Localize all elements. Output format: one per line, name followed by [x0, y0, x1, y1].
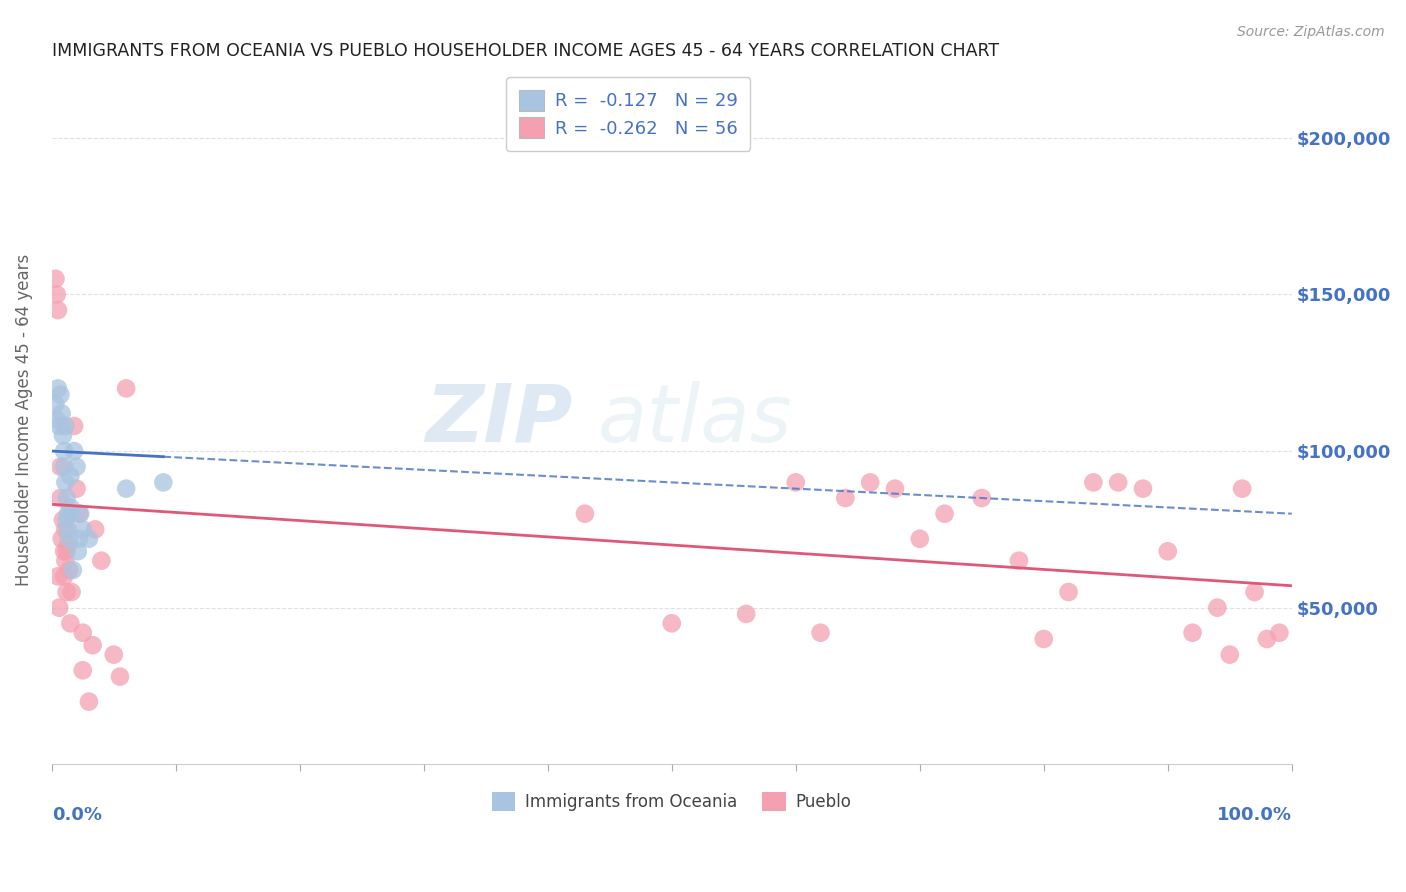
- Point: [44, 397, 66, 411]
- Point: [103, 648, 125, 662]
- Point: [1032, 632, 1054, 646]
- Point: [1157, 544, 1180, 558]
- Point: [55, 544, 77, 558]
- Point: [55, 554, 77, 568]
- Point: [45, 287, 67, 301]
- Point: [834, 491, 856, 505]
- Point: [84, 522, 107, 536]
- Point: [63, 444, 86, 458]
- Point: [574, 507, 596, 521]
- Point: [66, 544, 89, 558]
- Point: [46, 569, 69, 583]
- Point: [62, 563, 84, 577]
- Point: [735, 607, 758, 621]
- Point: [67, 532, 90, 546]
- Point: [55, 522, 77, 536]
- Point: [56, 538, 79, 552]
- Text: 0.0%: 0.0%: [52, 805, 101, 823]
- Point: [63, 419, 86, 434]
- Point: [77, 695, 100, 709]
- Point: [1206, 600, 1229, 615]
- Text: 100.0%: 100.0%: [1216, 805, 1292, 823]
- Point: [44, 272, 66, 286]
- Point: [58, 563, 80, 577]
- Point: [55, 419, 77, 434]
- Point: [661, 616, 683, 631]
- Point: [52, 428, 75, 442]
- Point: [970, 491, 993, 505]
- Point: [90, 554, 112, 568]
- Legend: Immigrants from Oceania, Pueblo: Immigrants from Oceania, Pueblo: [485, 785, 858, 818]
- Point: [72, 625, 94, 640]
- Point: [1243, 585, 1265, 599]
- Text: atlas: atlas: [598, 381, 792, 458]
- Point: [1268, 625, 1291, 640]
- Point: [59, 500, 82, 515]
- Point: [46, 303, 69, 318]
- Point: [152, 475, 174, 490]
- Point: [52, 513, 75, 527]
- Point: [60, 585, 83, 599]
- Point: [48, 600, 70, 615]
- Point: [115, 381, 138, 395]
- Point: [1057, 585, 1080, 599]
- Point: [45, 413, 67, 427]
- Point: [1181, 625, 1204, 640]
- Point: [934, 507, 956, 521]
- Point: [46, 381, 69, 395]
- Point: [72, 663, 94, 677]
- Text: ZIP: ZIP: [425, 381, 572, 458]
- Point: [1107, 475, 1129, 490]
- Point: [56, 522, 79, 536]
- Point: [1230, 482, 1253, 496]
- Point: [56, 507, 79, 521]
- Point: [1219, 648, 1241, 662]
- Point: [884, 482, 907, 496]
- Point: [65, 482, 87, 496]
- Point: [53, 544, 76, 558]
- Point: [55, 491, 77, 505]
- Point: [53, 444, 76, 458]
- Point: [48, 419, 70, 434]
- Point: [108, 669, 131, 683]
- Point: [58, 532, 80, 546]
- Point: [82, 638, 104, 652]
- Point: [53, 569, 76, 583]
- Point: [859, 475, 882, 490]
- Point: [810, 625, 832, 640]
- Point: [1008, 554, 1031, 568]
- Point: [785, 475, 807, 490]
- Point: [53, 459, 76, 474]
- Point: [69, 507, 91, 521]
- Point: [51, 407, 73, 421]
- Y-axis label: Householder Income Ages 45 - 64 years: Householder Income Ages 45 - 64 years: [15, 253, 32, 586]
- Point: [49, 491, 72, 505]
- Point: [65, 459, 87, 474]
- Text: Source: ZipAtlas.com: Source: ZipAtlas.com: [1237, 25, 1385, 39]
- Text: IMMIGRANTS FROM OCEANIA VS PUEBLO HOUSEHOLDER INCOME AGES 45 - 64 YEARS CORRELAT: IMMIGRANTS FROM OCEANIA VS PUEBLO HOUSEH…: [52, 42, 998, 60]
- Point: [72, 522, 94, 536]
- Point: [51, 532, 73, 546]
- Point: [115, 482, 138, 496]
- Point: [59, 469, 82, 483]
- Point: [67, 507, 90, 521]
- Point: [908, 532, 931, 546]
- Point: [55, 513, 77, 527]
- Point: [55, 475, 77, 490]
- Point: [59, 616, 82, 631]
- Point: [77, 532, 100, 546]
- Point: [60, 507, 83, 521]
- Point: [1132, 482, 1154, 496]
- Point: [1083, 475, 1105, 490]
- Point: [55, 585, 77, 599]
- Point: [49, 387, 72, 401]
- Point: [1256, 632, 1278, 646]
- Point: [49, 459, 72, 474]
